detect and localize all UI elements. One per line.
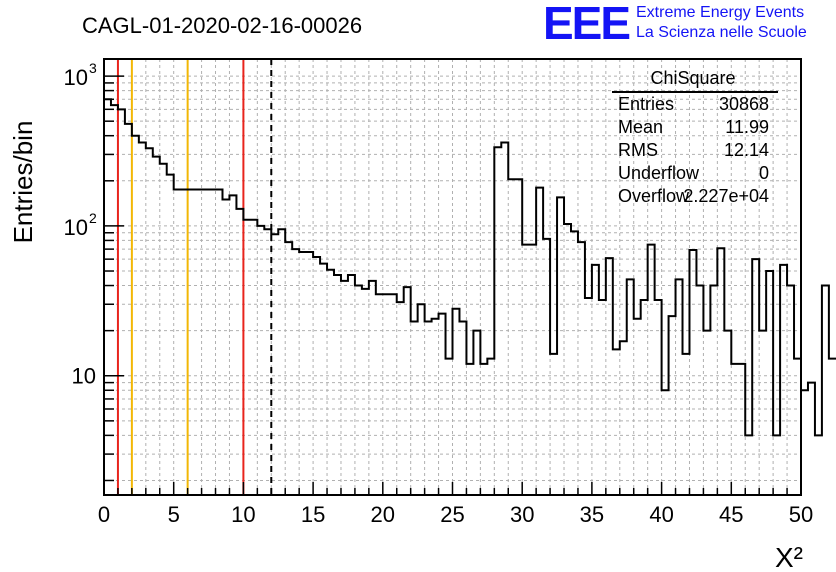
x-tick-label: 30 <box>510 502 534 527</box>
y-tick-label: 10 <box>72 364 96 389</box>
x-tick-label: 10 <box>231 502 255 527</box>
stats-value-overflow: 2.227e+04 <box>683 186 769 206</box>
axis-ticks <box>103 75 802 495</box>
y-tick-exponent: 3 <box>89 60 97 76</box>
stats-value-entries: 30868 <box>719 94 769 114</box>
x-tick-label: 35 <box>580 502 604 527</box>
stats-label-underflow: Underflow <box>618 163 700 183</box>
x-axis-label: X² <box>775 542 803 572</box>
eee-logo: EEE <box>543 0 631 49</box>
stats-value-mean: 11.99 <box>725 117 769 137</box>
x-tick-label: 25 <box>440 502 464 527</box>
histogram-series <box>104 98 836 437</box>
stats-label-mean: Mean <box>618 117 663 137</box>
x-tick-label: 20 <box>371 502 395 527</box>
stats-label-entries: Entries <box>618 94 674 114</box>
stats-value-underflow: 0 <box>759 163 769 183</box>
x-tick-label: 0 <box>98 502 110 527</box>
x-tick-label: 15 <box>301 502 325 527</box>
stats-label-overflow: Overflow <box>618 186 690 206</box>
stats-box-title: ChiSquare <box>650 68 735 88</box>
x-tick-label: 40 <box>649 502 673 527</box>
x-tick-label: 45 <box>719 502 743 527</box>
stats-box: ChiSquare Entries 30868 Mean 11.99 RMS 1… <box>612 68 778 206</box>
y-tick-label: 10 <box>64 215 88 240</box>
logo-line-1: Extreme Energy Events <box>636 4 805 21</box>
y-tick-exponent: 2 <box>89 210 97 226</box>
logo-line-2: La Scienza nelle Scuole <box>636 24 807 41</box>
stats-value-rms: 12.14 <box>724 140 769 160</box>
x-tick-label: 5 <box>168 502 180 527</box>
y-tick-label: 10 <box>64 65 88 90</box>
x-tick-labels: 0 5 10 15 20 25 30 35 40 45 50 <box>98 502 813 527</box>
chart-title: CAGL-01-2020-02-16-00026 <box>82 13 362 38</box>
x-tick-label: 50 <box>789 502 813 527</box>
reference-lines <box>116 59 273 495</box>
stats-label-rms: RMS <box>618 140 658 160</box>
y-axis-label: Entries/bin <box>8 121 38 244</box>
